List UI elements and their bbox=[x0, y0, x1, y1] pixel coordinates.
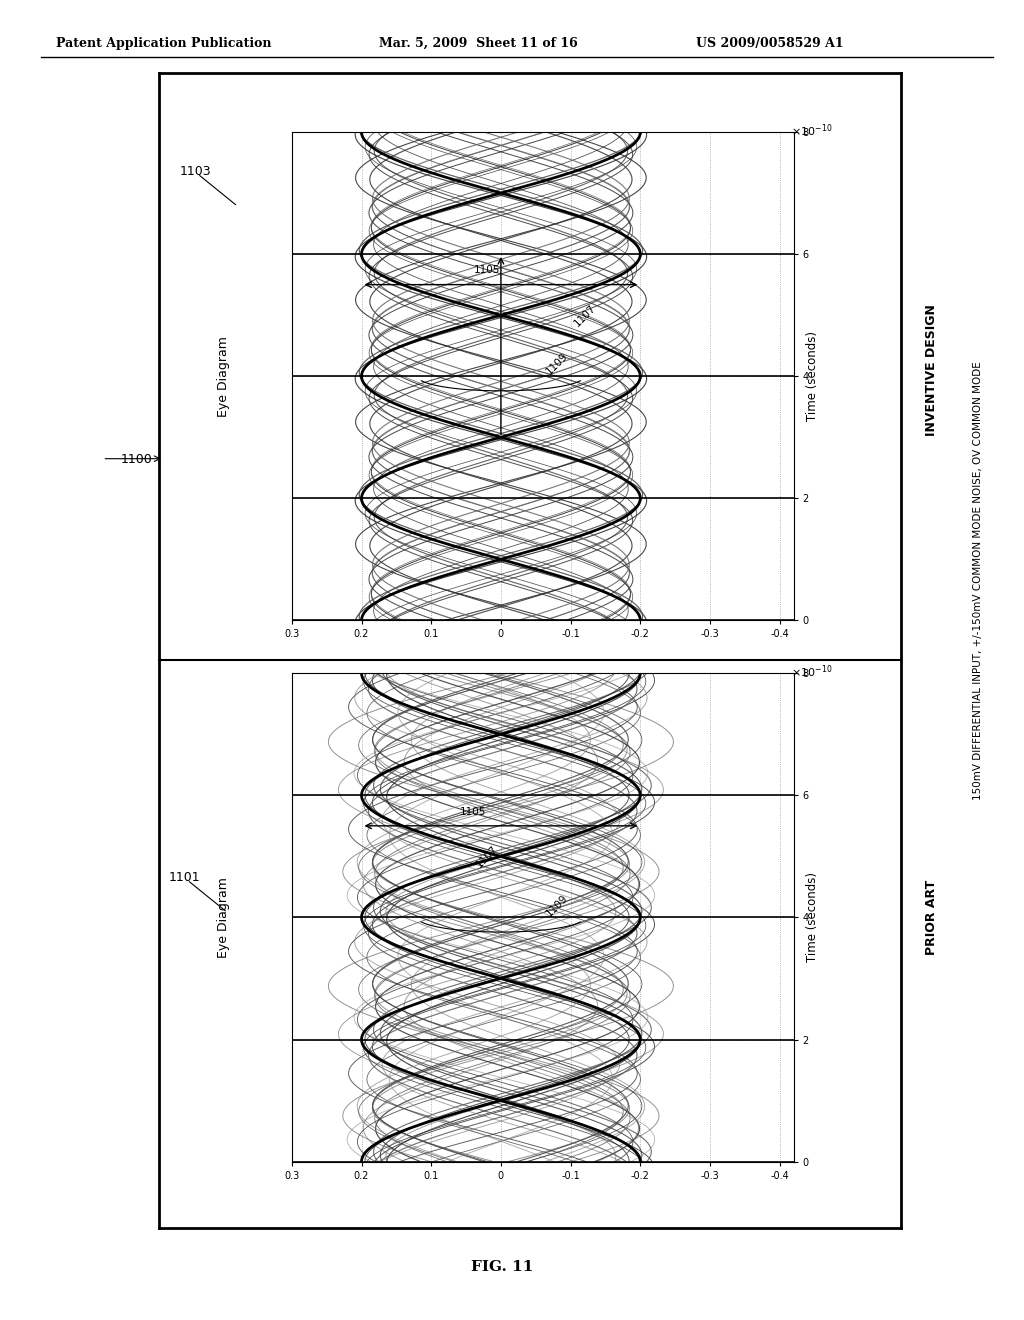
Text: 1107: 1107 bbox=[571, 302, 597, 327]
Text: Eye Diagram: Eye Diagram bbox=[217, 335, 229, 417]
Text: 1103: 1103 bbox=[179, 165, 211, 178]
Text: 1101: 1101 bbox=[169, 871, 201, 884]
Text: 1100: 1100 bbox=[121, 453, 153, 466]
Text: Time (seconds): Time (seconds) bbox=[806, 331, 818, 421]
Text: Eye Diagram: Eye Diagram bbox=[217, 876, 229, 958]
Text: Time (seconds): Time (seconds) bbox=[806, 873, 818, 962]
Text: FIG. 11: FIG. 11 bbox=[471, 1261, 532, 1274]
Text: $\times 10^{-10}$: $\times 10^{-10}$ bbox=[792, 121, 833, 139]
Text: Mar. 5, 2009  Sheet 11 of 16: Mar. 5, 2009 Sheet 11 of 16 bbox=[379, 37, 578, 50]
Text: 1109: 1109 bbox=[544, 351, 569, 376]
Text: 1105: 1105 bbox=[460, 807, 486, 817]
Text: PRIOR ART: PRIOR ART bbox=[926, 879, 938, 956]
Text: $\times 10^{-10}$: $\times 10^{-10}$ bbox=[792, 663, 833, 680]
Text: 1107: 1107 bbox=[474, 843, 500, 869]
Text: INVENTIVE DESIGN: INVENTIVE DESIGN bbox=[926, 304, 938, 436]
Text: Patent Application Publication: Patent Application Publication bbox=[56, 37, 271, 50]
Text: 150mV DIFFERENTIAL INPUT, +/-150mV COMMON MODE NOISE, OV COMMON MODE: 150mV DIFFERENTIAL INPUT, +/-150mV COMMO… bbox=[973, 362, 983, 800]
Text: 1109: 1109 bbox=[544, 892, 569, 917]
Text: 1105: 1105 bbox=[474, 265, 500, 276]
Text: US 2009/0058529 A1: US 2009/0058529 A1 bbox=[696, 37, 844, 50]
